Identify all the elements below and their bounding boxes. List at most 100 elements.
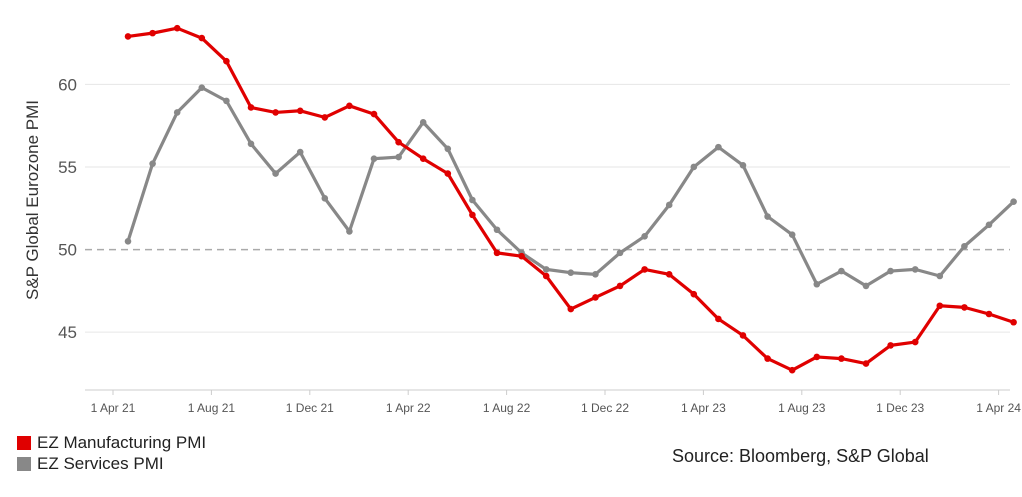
data-point <box>223 97 230 105</box>
data-point <box>124 238 132 245</box>
legend-swatch-services <box>17 456 31 471</box>
data-point <box>296 107 304 115</box>
data-point <box>592 294 599 301</box>
legend-item-manufacturing: EZ Manufacturing PMI <box>17 432 206 453</box>
data-point <box>862 282 870 290</box>
gridlines <box>85 83 1010 333</box>
y-tick-label: 50 <box>58 241 77 260</box>
data-point <box>936 272 944 280</box>
data-point <box>887 342 894 349</box>
data-point <box>247 140 255 148</box>
x-tick-label: 1 Aug 23 <box>778 401 826 415</box>
series-line <box>126 86 1016 288</box>
data-point <box>469 211 476 219</box>
legend: EZ Manufacturing PMI EZ Services PMI <box>17 432 206 474</box>
data-point <box>149 29 156 37</box>
data-point <box>813 353 821 361</box>
series-services <box>124 84 1017 290</box>
data-point <box>198 84 206 91</box>
data-point <box>493 249 501 257</box>
data-point <box>838 267 845 275</box>
data-point <box>665 271 673 278</box>
data-point <box>493 226 501 234</box>
data-point <box>346 102 353 110</box>
series-line <box>126 26 1016 372</box>
data-point <box>690 290 698 298</box>
y-tick-label: 45 <box>58 323 77 342</box>
y-axis-label: S&P Global Eurozone PMI <box>23 100 42 300</box>
legend-label-manufacturing: EZ Manufacturing PMI <box>37 433 207 452</box>
x-tick-label: 1 Dec 21 <box>286 401 334 415</box>
data-point <box>321 114 329 121</box>
data-point <box>862 360 870 367</box>
data-point <box>124 33 132 40</box>
x-axis: 1 Apr 21 1 Aug 21 1 Dec 21 1 Apr 22 1 Aug 22… <box>85 389 1021 415</box>
data-point <box>247 104 255 111</box>
data-point <box>961 242 968 250</box>
x-tick-label: 1 Apr 22 <box>386 401 431 415</box>
series-manufacturing <box>124 24 1017 374</box>
data-point <box>1010 318 1017 326</box>
data-point <box>444 145 452 153</box>
data-point <box>198 34 206 42</box>
data-point <box>370 155 378 162</box>
data-point <box>641 233 648 240</box>
data-point <box>223 57 230 65</box>
data-point <box>419 119 427 126</box>
x-tick-label: 1 Dec 23 <box>876 401 924 415</box>
data-point <box>764 355 771 362</box>
x-tick-label: 1 Dec 22 <box>581 401 629 415</box>
x-tick-label: 1 Apr 23 <box>681 401 726 415</box>
data-point <box>469 196 476 204</box>
x-tick-label: 1 Aug 21 <box>188 401 236 415</box>
data-point <box>296 148 304 156</box>
data-point <box>419 155 427 162</box>
data-point <box>542 272 550 280</box>
x-tick-label: 1 Apr 24 <box>976 401 1021 415</box>
data-point <box>346 228 353 235</box>
data-point <box>542 266 550 273</box>
data-point <box>911 338 919 346</box>
data-point <box>149 160 156 167</box>
data-point <box>444 170 452 177</box>
data-point <box>936 302 944 310</box>
data-point <box>764 213 771 220</box>
data-point <box>370 110 378 118</box>
source-note: Source: Bloomberg, S&P Global <box>672 446 929 466</box>
data-point <box>1010 198 1017 205</box>
data-point <box>665 201 673 209</box>
y-tick-label: 55 <box>58 158 77 177</box>
data-point <box>616 249 624 257</box>
data-point <box>641 266 648 273</box>
y-axis: 45 50 55 60 <box>58 75 77 342</box>
data-point <box>592 271 599 278</box>
x-tick-label: 1 Aug 22 <box>483 401 531 415</box>
data-point <box>272 109 279 116</box>
data-point <box>739 162 747 169</box>
legend-swatch-manufacturing <box>17 435 31 450</box>
data-point <box>715 143 722 151</box>
data-point <box>739 332 747 339</box>
legend-item-services: EZ Services PMI <box>17 453 206 474</box>
data-point <box>788 231 796 238</box>
data-point <box>887 267 894 275</box>
data-point <box>395 138 402 146</box>
data-point <box>395 153 402 161</box>
legend-label-services: EZ Services PMI <box>37 454 164 473</box>
data-point <box>567 269 575 276</box>
data-point <box>567 305 575 313</box>
data-point <box>911 266 919 273</box>
data-point <box>788 366 796 374</box>
x-tick-label: 1 Apr 21 <box>91 401 136 415</box>
data-point <box>813 280 821 288</box>
data-point <box>173 109 181 116</box>
data-point <box>321 195 329 202</box>
data-point <box>616 282 624 290</box>
data-point <box>985 221 993 229</box>
series-group <box>124 24 1017 374</box>
y-tick-label: 60 <box>58 75 77 94</box>
data-point <box>272 170 279 177</box>
data-point <box>690 163 698 171</box>
data-point <box>838 355 845 362</box>
data-point <box>985 310 993 318</box>
